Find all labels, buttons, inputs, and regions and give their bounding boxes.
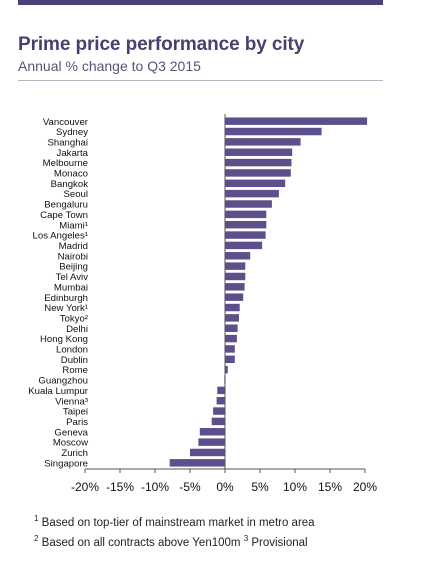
x-tick-label: 10% (283, 480, 307, 494)
page-title: Prime price performance by city (18, 34, 305, 55)
bar (225, 355, 235, 364)
title-divider (18, 80, 383, 81)
bar (190, 448, 225, 457)
bar (225, 241, 263, 250)
x-tick-label: -20% (71, 480, 99, 494)
footnote-3-marker: 3 (243, 534, 249, 543)
category-label: Geneva (54, 427, 88, 438)
category-label: Vancouver (43, 117, 89, 128)
bar (225, 220, 267, 229)
bar (225, 314, 239, 322)
category-label: Vienna³ (55, 396, 88, 407)
bar (225, 158, 292, 167)
footnote-1-text: Based on top-tier of mainstream market i… (38, 516, 315, 529)
bar (225, 303, 240, 312)
category-label: Nairobi (58, 251, 88, 262)
bar (225, 334, 237, 343)
footnote-2-marker: 2 (34, 534, 39, 543)
bar (198, 438, 225, 446)
category-label: Moscow (53, 438, 88, 449)
x-tick-label: -15% (106, 480, 134, 494)
category-label: Shanghai (47, 137, 88, 148)
category-label: Bengaluru (44, 200, 88, 211)
category-label: Mumbai (54, 282, 88, 293)
category-label: Hong Kong (40, 334, 88, 345)
bar (225, 117, 368, 125)
footnote-2: 2 Based on all contracts above Yen100m 3… (34, 534, 308, 549)
bar (225, 293, 244, 301)
x-tick-label: 5% (251, 480, 269, 494)
category-label: Singapore (44, 458, 88, 469)
bar (225, 189, 279, 198)
bar (225, 231, 266, 239)
bar (225, 272, 246, 281)
x-tick-label: 20% (353, 480, 377, 494)
x-tick-label: 15% (318, 480, 342, 494)
bar (225, 148, 293, 156)
bar (225, 283, 245, 291)
category-label: Taipei (63, 407, 88, 418)
category-label: New York¹ (44, 303, 88, 314)
bar (225, 365, 228, 374)
footnote-3-text: Provisional (248, 536, 308, 549)
bar (213, 407, 225, 415)
bar (225, 252, 251, 260)
category-label: Kuala Lumpur (28, 386, 89, 397)
category-label: Tokyo² (60, 313, 89, 324)
bar (225, 200, 272, 208)
bar (217, 386, 225, 395)
category-label: Sydney (56, 127, 88, 138)
bar (225, 169, 291, 177)
category-label: Delhi (66, 324, 88, 335)
category-label: Jakarta (57, 148, 89, 159)
category-label: Paris (66, 417, 88, 428)
category-label: Melbourne (43, 158, 88, 169)
bar (225, 210, 267, 219)
x-tick-label: 0% (216, 480, 234, 494)
bar (216, 396, 225, 405)
bar (211, 417, 225, 426)
bar (199, 428, 225, 436)
category-label: Seoul (63, 189, 88, 200)
top-accent-bar (18, 0, 383, 5)
bar (225, 127, 322, 136)
category-label: Los Angeles¹ (33, 231, 88, 242)
category-label: Tel Aviv (56, 272, 89, 283)
category-label: Cape Town (40, 210, 88, 221)
bar (225, 324, 238, 332)
footnote-2-text: Based on all contracts above Yen100m (38, 536, 244, 549)
category-label: Edinburgh (44, 293, 88, 304)
bar (225, 262, 246, 270)
x-tick-label: -10% (141, 480, 169, 494)
category-label: Beijing (59, 262, 88, 273)
category-label: Bangkok (51, 179, 89, 190)
category-label: Rome (62, 365, 88, 376)
category-label: Zurich (61, 448, 88, 459)
page-subtitle: Annual % change to Q3 2015 (18, 58, 201, 74)
category-label: Miami¹ (59, 220, 88, 231)
category-label: London (56, 345, 88, 356)
bar (225, 138, 301, 146)
category-label: Guangzhou (38, 376, 88, 387)
footnote-1-marker: 1 (34, 514, 39, 523)
category-label: Monaco (54, 169, 88, 180)
bar (169, 459, 225, 467)
category-label: Madrid (59, 241, 88, 252)
category-label: Dublin (61, 355, 88, 366)
bar (225, 345, 235, 353)
x-tick-label: -5% (179, 480, 201, 494)
footnote-1: 1 Based on top-tier of mainstream market… (34, 514, 315, 529)
bar (225, 179, 286, 188)
